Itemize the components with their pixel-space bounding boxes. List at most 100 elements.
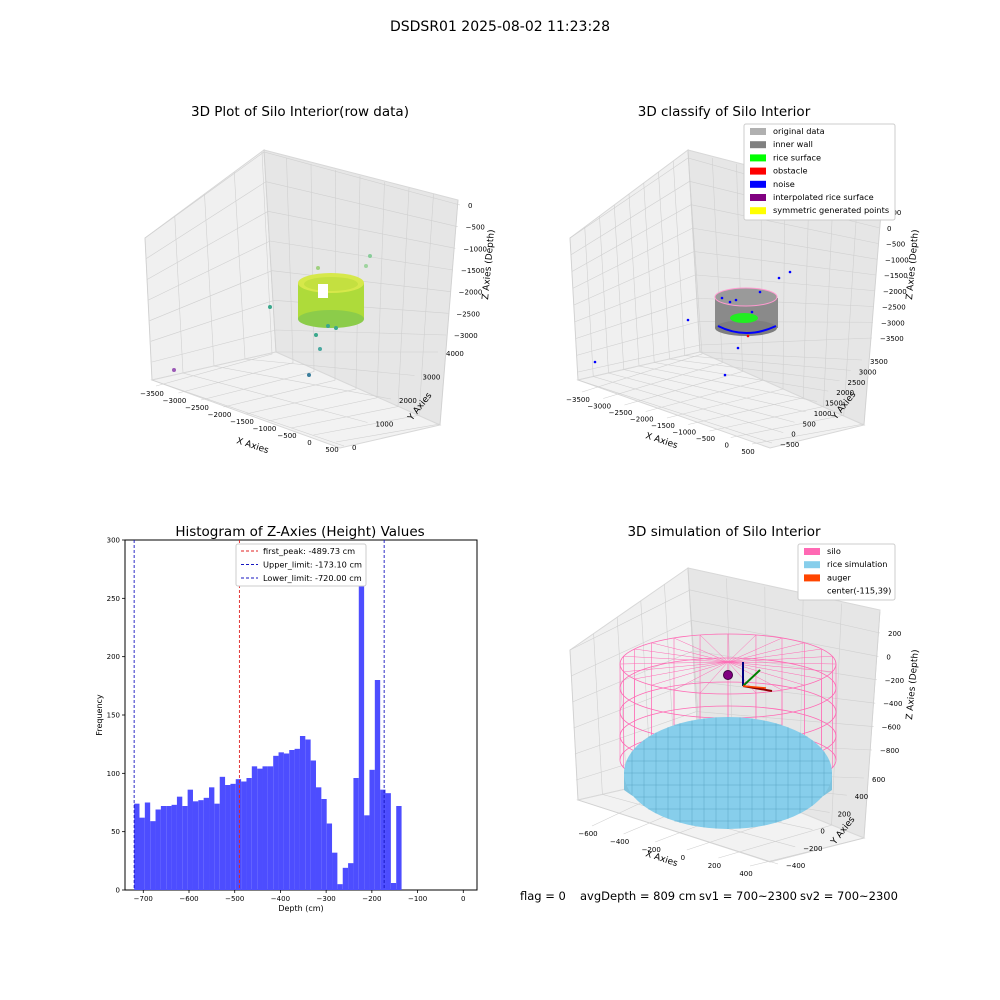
raw-outlier-point <box>368 254 372 258</box>
hist-ytick-label: 150 <box>107 712 120 720</box>
hist-bar <box>144 802 151 890</box>
hist-bar <box>182 806 188 890</box>
hist-bar <box>385 793 391 890</box>
suptitle: DSDSR01 2025-08-02 11:23:28 <box>390 19 610 35</box>
panel-raw-3d: 3D Plot of Silo Interior(row data) −3500… <box>140 104 497 456</box>
flag-text: flag = 0 <box>520 889 566 903</box>
classify-xticks: −3500−3000−2500−2000−1500−1000−500 0 500 <box>566 396 755 456</box>
hist-bar <box>171 804 177 890</box>
legend-swatch <box>750 194 766 201</box>
raw-cylinder-bottom <box>298 310 364 328</box>
x-gridline <box>223 169 336 408</box>
x-gridline <box>751 199 883 445</box>
hist-bar <box>214 803 220 890</box>
hist-bar <box>246 778 252 890</box>
classify-point <box>746 334 750 338</box>
y-gridline <box>599 215 795 423</box>
sim-xlabel: X Axies <box>644 849 679 869</box>
x-gridline <box>666 175 786 419</box>
silo-roof-spoke <box>727 648 822 663</box>
hist-bar <box>299 736 306 890</box>
hist-bar <box>209 787 215 890</box>
z-gridline <box>571 620 879 677</box>
x-tick-label: −3000 <box>163 397 187 405</box>
classify-legend: original data inner wall rice surface obsta… <box>743 123 896 221</box>
hist-bar <box>348 863 354 890</box>
y-tick-label: −200 <box>803 845 822 853</box>
silo-roof-spoke <box>727 661 805 686</box>
x-gridline <box>290 187 410 429</box>
classify-point <box>758 290 762 294</box>
legend-label: rice simulation <box>827 559 887 569</box>
z-gridline <box>146 181 458 259</box>
hist-ylabel: Frequency <box>95 694 104 736</box>
hist-reference-lines <box>133 540 385 890</box>
sim-rice-mesh <box>624 717 832 829</box>
y-tick-label: 0 <box>352 444 356 452</box>
raw-xticks: −3500−3000−2500−2000−1500−1000−500 0 500 <box>140 390 339 454</box>
y-gridline <box>658 171 840 382</box>
y-tick-label: 500 <box>803 420 816 428</box>
y-tick-label: 600 <box>872 776 885 784</box>
x-tick-label: 500 <box>325 446 338 454</box>
legend-label: center(-115,39) <box>827 586 891 596</box>
classify-rice-surface <box>730 313 758 323</box>
hist-bar <box>380 789 386 890</box>
x-tick-label: −2500 <box>609 409 633 417</box>
hist-ytick-label: 0 <box>116 887 120 895</box>
z-tick-label: −2500 <box>882 304 906 312</box>
hist-bar <box>390 883 397 890</box>
z-gridline <box>150 300 449 342</box>
y-tick-label: 200 <box>838 810 851 818</box>
silo-roof-spoke <box>727 655 833 663</box>
z-gridline <box>571 204 879 272</box>
z-gridline <box>573 251 877 306</box>
avg-depth-text: avgDepth = 809 cm <box>580 889 696 903</box>
x-gridline <box>268 181 385 422</box>
hist-xtick-label: −200 <box>362 895 381 903</box>
silo-roof-spoke <box>651 661 729 686</box>
hist-bar <box>230 783 236 890</box>
legend-label: auger <box>827 572 851 582</box>
legend-swatch <box>750 128 766 135</box>
silo-roof-spoke <box>623 655 729 663</box>
x-tick-label: 0 <box>681 854 685 862</box>
z-tick-label: −2000 <box>459 289 483 297</box>
hist-legend: first_peak: -489.73 cm Upper_limit: -173.… <box>235 543 367 587</box>
x-gridline <box>718 603 842 859</box>
z-tick-label: −3500 <box>880 335 904 343</box>
panel-classify-3d: 3D classify of Silo Interior −3500−3000−… <box>566 104 921 456</box>
silo-roof-spoke <box>634 648 729 663</box>
x-gridline <box>603 157 723 399</box>
z-tick-label: −1000 <box>463 245 487 253</box>
raw-outlier-point <box>364 264 368 268</box>
hist-bar <box>150 821 156 890</box>
z-tick-label: −500 <box>466 224 485 232</box>
classify-zlabel: Z Axies (Depth) <box>905 229 921 300</box>
z-tick-label: −200 <box>885 677 904 685</box>
hist-bar <box>337 884 343 890</box>
silo-roof-spoke <box>623 661 729 673</box>
x-tick-label: −1000 <box>253 425 277 433</box>
legend-label: obstacle <box>773 166 808 176</box>
raw-outlier-point <box>334 326 338 330</box>
y-gridline <box>569 649 779 865</box>
classify-plot-title: 3D classify of Silo Interior <box>638 104 811 120</box>
z-gridline <box>575 297 875 339</box>
silo-roof-spoke <box>651 642 729 663</box>
hist-bar <box>396 806 402 890</box>
y-gridline <box>204 193 392 400</box>
y-tick-label: −500 <box>780 441 799 449</box>
x-gridline <box>709 187 834 432</box>
y-tick-label: 4000 <box>446 350 464 358</box>
hist-bar <box>166 806 172 890</box>
hist-legend-label: Lower_limit: -720.00 cm <box>263 573 362 583</box>
hist-ytick-label: 250 <box>107 595 120 603</box>
x-gridline <box>730 193 859 438</box>
silo-roof-spoke <box>673 661 729 691</box>
z-gridline <box>151 329 447 363</box>
z-gridline <box>572 227 878 289</box>
raw-left-pane <box>144 149 277 381</box>
sim-yticks: −400 −200 0 200 400 600 <box>786 776 885 870</box>
